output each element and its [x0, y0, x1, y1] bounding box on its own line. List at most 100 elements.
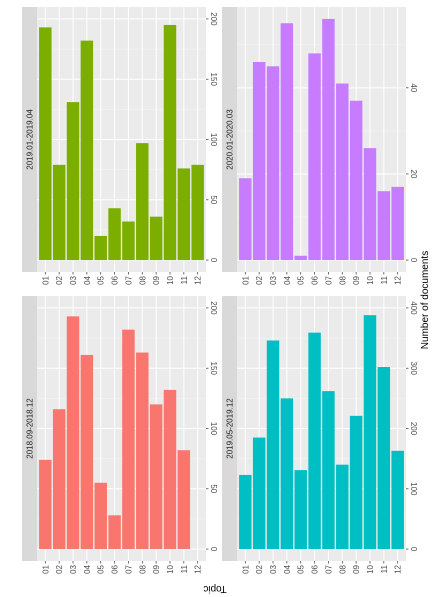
category-tick-label: 12 — [194, 275, 203, 284]
category-tick-label: 03 — [69, 564, 78, 573]
bar-11 — [377, 367, 391, 550]
bar-05 — [294, 255, 307, 261]
category-tick-label: 05 — [297, 275, 306, 284]
category-tick-label: 01 — [41, 275, 50, 284]
category-tick-label: 08 — [338, 564, 347, 573]
bar-08 — [336, 464, 349, 550]
bar-02 — [252, 61, 266, 261]
bar-11 — [177, 168, 191, 261]
bar-05 — [294, 470, 307, 550]
panel-0: 2019.01-2019.04 01 02 03 04 05 06 07 08 09 10 11 12 0… — [22, 7, 218, 285]
bar-02 — [252, 437, 266, 550]
panel-1: 2020.01-2020.03 01 02 03 04 05 06 07 08 09 10 11 12 0… — [222, 7, 418, 285]
bar-11 — [377, 191, 391, 261]
category-tick-label: 10 — [166, 275, 175, 284]
bar-10 — [363, 148, 377, 261]
category-tick-label: 02 — [255, 275, 264, 284]
value-tick-label: 0 — [209, 547, 218, 552]
category-tick-label: 09 — [152, 275, 161, 284]
category-tick-label: 10 — [366, 564, 375, 573]
bar-03 — [266, 66, 280, 261]
value-tick-label: 100 — [209, 133, 218, 147]
bar-06 — [108, 208, 121, 261]
category-tick-label: 02 — [55, 275, 64, 284]
value-tick-label: 200 — [209, 301, 218, 315]
category-tick-label: 04 — [83, 564, 92, 573]
value-tick-label: 100 — [409, 482, 418, 496]
panels-layer: 2019.01-2019.04 01 02 03 04 05 06 07 08 09 10 11 12 0… — [22, 7, 418, 574]
category-tick-label: 10 — [366, 275, 375, 284]
facet-strip — [22, 7, 37, 272]
category-tick-label: 02 — [255, 564, 264, 573]
bar-10 — [163, 389, 177, 550]
category-tick-label: 01 — [41, 564, 50, 573]
category-tick-label: 08 — [338, 275, 347, 284]
bar-04 — [80, 40, 94, 261]
category-tick-label: 04 — [283, 564, 292, 573]
category-tick-label: 12 — [394, 275, 403, 284]
category-tick-label: 09 — [352, 275, 361, 284]
category-tick-label: 05 — [97, 564, 106, 573]
value-tick-label: 50 — [209, 484, 218, 493]
category-tick-label: 08 — [138, 564, 147, 573]
value-tick-label: 0 — [409, 258, 418, 263]
bar-06 — [308, 53, 321, 261]
category-tick-label: 12 — [194, 564, 203, 573]
bar-07 — [122, 221, 135, 261]
bar-04 — [280, 23, 294, 261]
category-tick-label: 05 — [97, 275, 106, 284]
facet-strip-label: 2019.01-2019.04 — [26, 109, 35, 170]
bar-12 — [391, 186, 404, 261]
bar-06 — [108, 515, 121, 550]
category-tick-label: 06 — [311, 564, 320, 573]
bar-01 — [239, 178, 252, 261]
value-tick-label: 400 — [409, 301, 418, 315]
bar-03 — [66, 102, 80, 261]
bar-02 — [52, 409, 66, 550]
category-tick-label: 03 — [69, 275, 78, 284]
bar-11 — [177, 450, 191, 550]
category-tick-label: 11 — [380, 564, 389, 573]
bar-08 — [336, 83, 349, 261]
category-tick-label: 11 — [180, 564, 189, 573]
bar-07 — [322, 391, 335, 550]
value-tick-label: 300 — [409, 362, 418, 376]
bar-04 — [280, 398, 294, 550]
category-tick-label: 07 — [324, 275, 333, 284]
category-tick-label: 04 — [283, 275, 292, 284]
bar-07 — [322, 18, 335, 261]
category-tick-label: 01 — [241, 275, 250, 284]
category-tick-label: 01 — [241, 564, 250, 573]
category-tick-label: 04 — [83, 275, 92, 284]
category-tick-label: 09 — [152, 564, 161, 573]
value-tick-label: 200 — [409, 422, 418, 436]
category-tick-label: 03 — [269, 564, 278, 573]
category-tick-label: 07 — [124, 564, 133, 573]
value-tick-label: 150 — [209, 362, 218, 376]
category-tick-label: 08 — [138, 275, 147, 284]
panel-2: 2018.09-2018.12 01 02 03 04 05 06 07 08 09 10 11 12 0… — [22, 296, 218, 574]
value-tick-label: 20 — [409, 169, 418, 178]
bar-05 — [94, 235, 107, 261]
value-tick-label: 0 — [209, 258, 218, 263]
bar-01 — [39, 27, 52, 261]
value-tick-label: 150 — [209, 73, 218, 87]
facet-strip — [222, 296, 237, 561]
facet-strip-label: 2018.09-2018.12 — [26, 398, 35, 459]
axis-titles-layer: Number of documents Topic — [203, 251, 431, 594]
category-tick-label: 06 — [111, 275, 120, 284]
bar-09 — [349, 100, 363, 261]
category-tick-label: 06 — [311, 275, 320, 284]
category-tick-label: 11 — [380, 275, 389, 284]
value-tick-label: 50 — [209, 195, 218, 204]
category-tick-label: 10 — [166, 564, 175, 573]
bar-10 — [163, 24, 177, 261]
facet-strip-label: 2020.01-2020.03 — [226, 109, 235, 170]
category-tick-label: 05 — [297, 564, 306, 573]
bar-01 — [39, 459, 52, 550]
y-axis-title: Number of documents — [420, 251, 431, 349]
value-tick-label: 200 — [209, 12, 218, 26]
bar-04 — [80, 354, 94, 550]
bar-09 — [149, 404, 163, 550]
